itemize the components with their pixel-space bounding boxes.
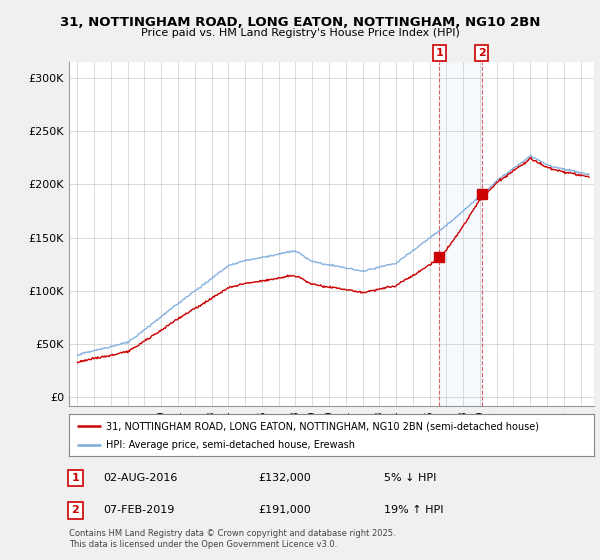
Text: 19% ↑ HPI: 19% ↑ HPI [384,505,443,515]
Text: 1: 1 [436,48,443,58]
Text: £132,000: £132,000 [258,473,311,483]
Text: 1: 1 [71,473,79,483]
Text: Contains HM Land Registry data © Crown copyright and database right 2025.
This d: Contains HM Land Registry data © Crown c… [69,529,395,549]
Text: 5% ↓ HPI: 5% ↓ HPI [384,473,436,483]
Bar [439,62,482,406]
Text: 31, NOTTINGHAM ROAD, LONG EATON, NOTTINGHAM, NG10 2BN: 31, NOTTINGHAM ROAD, LONG EATON, NOTTING… [60,16,540,29]
Text: 31, NOTTINGHAM ROAD, LONG EATON, NOTTINGHAM, NG10 2BN (semi-detached house): 31, NOTTINGHAM ROAD, LONG EATON, NOTTING… [106,421,539,431]
Text: HPI: Average price, semi-detached house, Erewash: HPI: Average price, semi-detached house,… [106,440,355,450]
Text: £191,000: £191,000 [258,505,311,515]
Text: 02-AUG-2016: 02-AUG-2016 [103,473,178,483]
Text: Price paid vs. HM Land Registry's House Price Index (HPI): Price paid vs. HM Land Registry's House … [140,28,460,38]
Text: 2: 2 [71,505,79,515]
Text: 07-FEB-2019: 07-FEB-2019 [103,505,175,515]
Text: 2: 2 [478,48,485,58]
